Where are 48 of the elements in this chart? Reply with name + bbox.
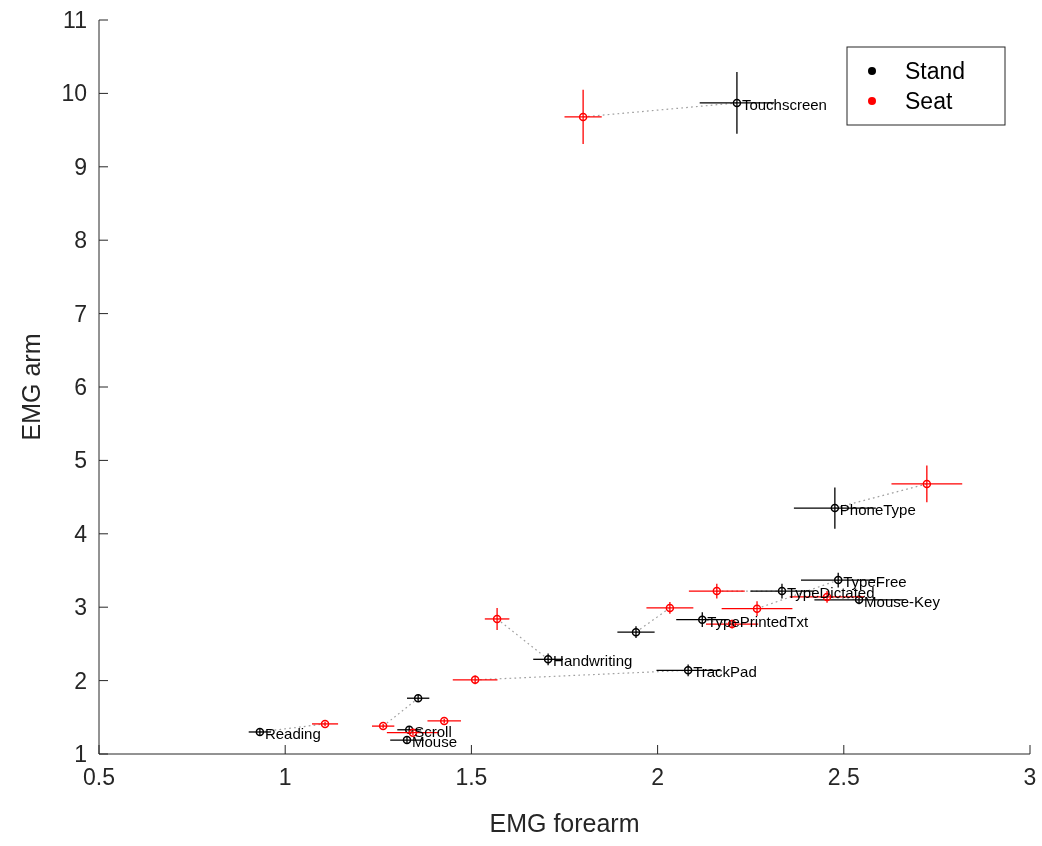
annotation: Touchscreen xyxy=(741,95,827,113)
y-tick-label: 10 xyxy=(61,80,87,107)
point xyxy=(683,666,693,675)
point xyxy=(255,727,265,737)
point xyxy=(732,98,742,108)
point xyxy=(320,719,330,729)
point xyxy=(413,693,423,703)
point xyxy=(830,503,840,513)
x-tick-label: 3 xyxy=(1023,764,1037,790)
point xyxy=(777,586,787,596)
x-tick-label: 2 xyxy=(651,764,664,790)
legend-label: Seat xyxy=(905,88,953,114)
y-tick-label: 6 xyxy=(74,374,87,400)
point xyxy=(578,112,588,122)
annotation: PhoneType xyxy=(839,501,916,519)
point xyxy=(378,721,388,731)
y-tick-label: 5 xyxy=(74,447,87,474)
annotation: Reading xyxy=(264,724,321,742)
x-tick-label: 1 xyxy=(278,764,292,790)
x-tick-label: 0.5 xyxy=(83,764,115,790)
y-tick-label: 4 xyxy=(74,520,88,547)
y-axis-title: EMG arm xyxy=(17,333,45,441)
point xyxy=(402,735,412,745)
annotation: TrackPad xyxy=(693,663,757,681)
point xyxy=(631,627,641,637)
legend-label: Stand xyxy=(905,58,966,84)
point xyxy=(470,675,480,685)
point xyxy=(404,725,414,735)
point xyxy=(698,615,707,624)
y-tick-label: 7 xyxy=(74,300,87,327)
y-tick-label: 3 xyxy=(74,594,87,621)
y-tick-label: 8 xyxy=(74,227,87,254)
point xyxy=(922,479,932,489)
point xyxy=(833,575,843,585)
y-tick-label: 9 xyxy=(74,153,87,180)
x-tick-label: 2.5 xyxy=(827,764,860,790)
point xyxy=(543,655,553,664)
point xyxy=(712,586,722,596)
annotation: TypePrintedTxt xyxy=(707,612,809,630)
point xyxy=(492,614,502,624)
x-axis-title: EMG forearm xyxy=(489,809,640,837)
y-tick-label: 2 xyxy=(74,667,87,694)
y-tick-label: 11 xyxy=(63,7,87,33)
annotation: Handwriting xyxy=(553,652,633,670)
x-tick-label: 1.5 xyxy=(455,764,488,790)
point xyxy=(752,604,762,613)
point xyxy=(665,603,675,613)
y-tick-label: 1 xyxy=(74,741,87,767)
